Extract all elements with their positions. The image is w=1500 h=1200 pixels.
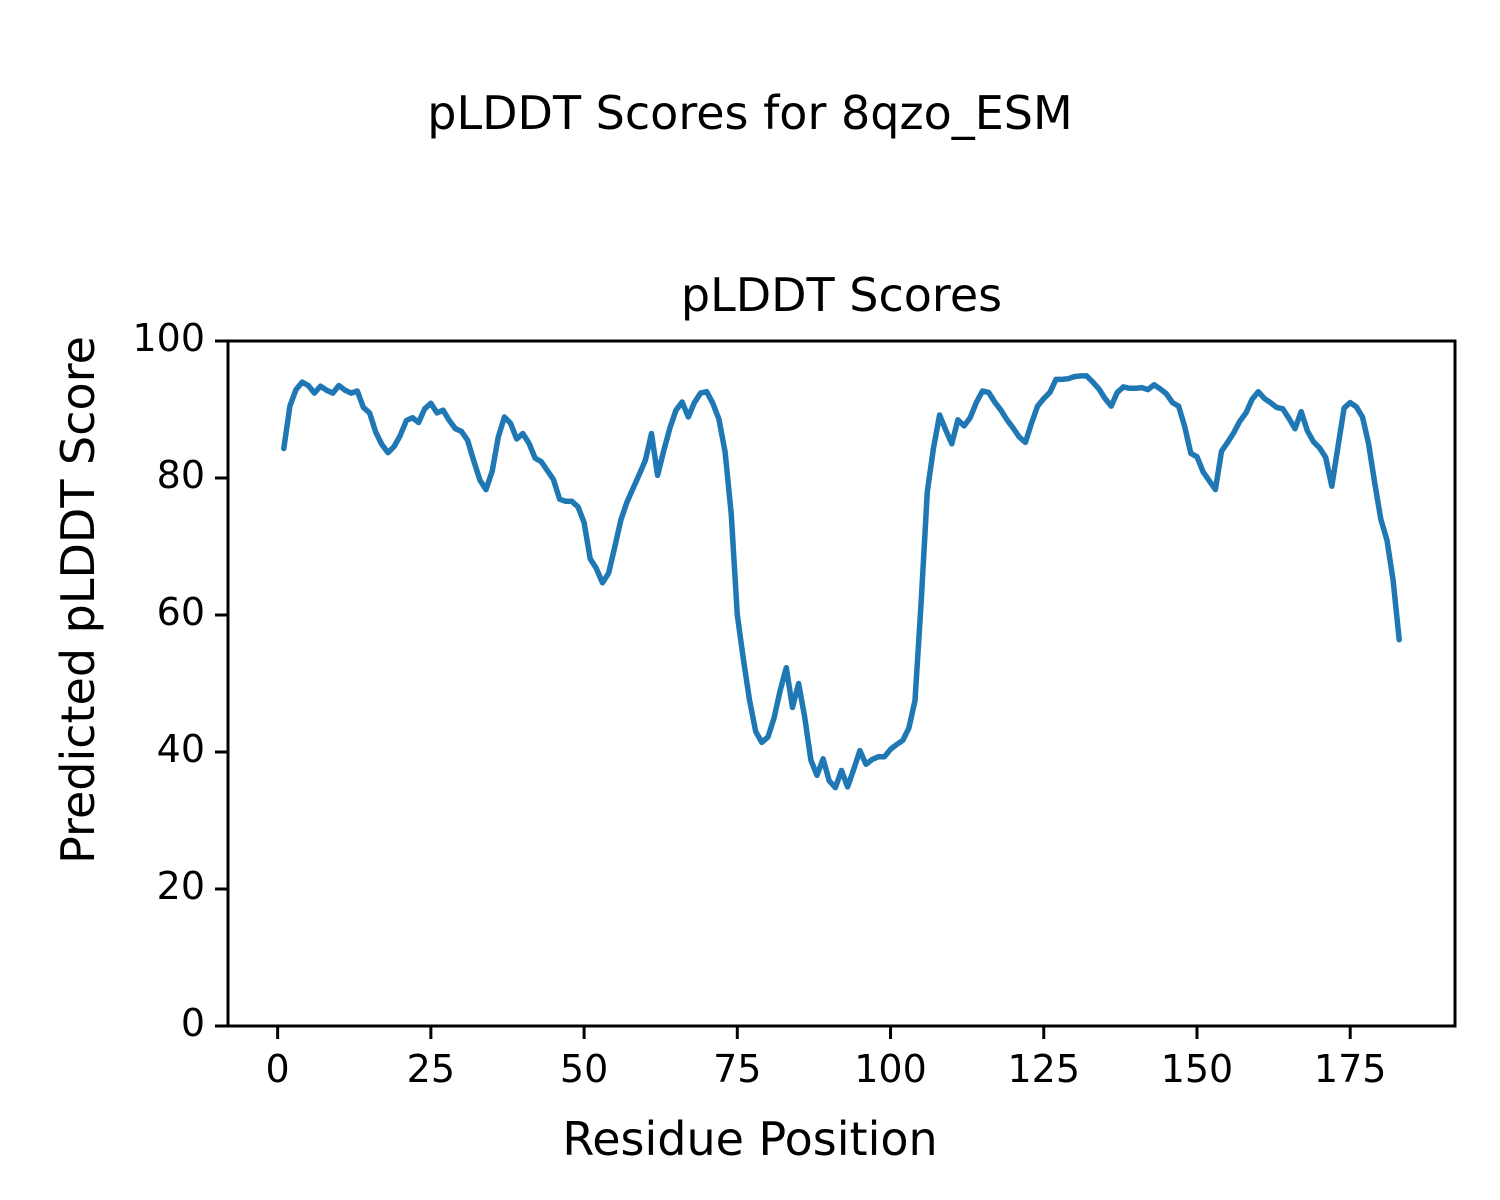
x-tick-label: 50 [559, 1047, 609, 1091]
y-tick-label: 100 [132, 316, 205, 360]
figure-suptitle: pLDDT Scores for 8qzo_ESM [427, 86, 1073, 140]
x-tick-label: 100 [854, 1047, 927, 1091]
x-tick-label: 0 [265, 1047, 290, 1091]
x-tick-label: 25 [406, 1047, 456, 1091]
y-tick-label: 60 [156, 590, 205, 634]
x-axis-label: Residue Position [562, 1112, 938, 1166]
x-tick-label: 75 [713, 1047, 762, 1091]
y-tick-label: 40 [156, 727, 205, 771]
y-tick-label: 80 [156, 453, 205, 497]
x-tick-label: 125 [1007, 1047, 1081, 1091]
x-tick-label: 175 [1313, 1047, 1387, 1091]
axes-spines [226, 339, 1457, 1028]
y-tick-label: 0 [180, 1001, 205, 1045]
y-axis-label-text: Predicted pLDDT Score [51, 336, 105, 864]
axes-title: pLDDT Scores [680, 268, 1003, 322]
plddt-line [281, 373, 1402, 791]
y-tick-label: 20 [156, 864, 205, 908]
x-tick-label: 150 [1160, 1047, 1234, 1091]
